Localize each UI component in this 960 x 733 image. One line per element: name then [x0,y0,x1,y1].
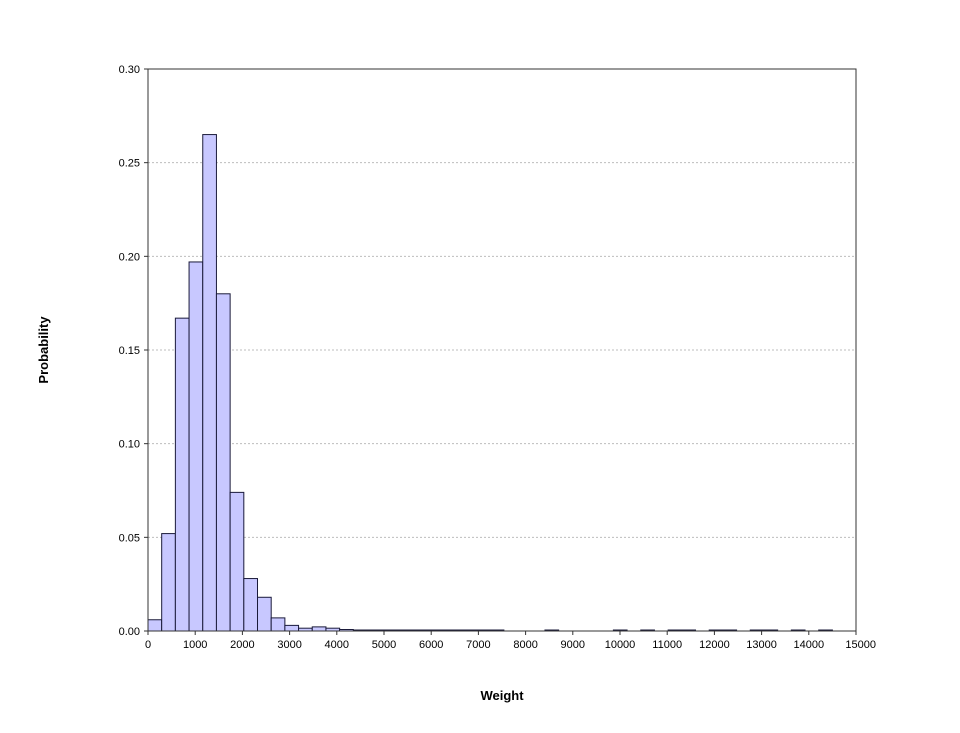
histogram-bar [188,261,204,632]
x-axis-title: Weight [480,688,524,703]
x-tick-label: 0 [145,639,151,651]
x-tick-label: 1000 [183,639,207,651]
x-tick-label: 11000 [652,639,682,651]
y-tick-label: 0.00 [119,626,140,638]
x-tick-label: 15000 [845,639,876,651]
histogram-bars [147,134,833,632]
y-tick-label: 0.15 [119,345,140,357]
y-tick-label: 0.10 [119,439,140,451]
histogram-bar [215,293,231,632]
histogram-bar [270,617,286,632]
y-tick-label: 0.05 [119,532,140,544]
y-tick-label: 0.30 [119,64,140,76]
histogram-bar [257,596,272,632]
histogram-bar [161,533,176,632]
x-tick-label: 9000 [561,639,585,651]
x-tick-label: 8000 [513,639,537,651]
y-tick-label: 0.20 [119,251,140,263]
x-axis-ticks: 0 1000 2000 3000 4000 5000 6000 7000 8000 9000 100… [145,631,876,651]
histogram-bar [243,578,259,632]
histogram-bar [174,317,190,632]
histogram-bar [311,626,327,632]
y-axis-ticks: 0.00 0.05 0.10 0.15 0.20 0.25 0.30 [119,64,148,638]
x-tick-label: 5000 [372,639,396,651]
histogram-bar [202,134,217,632]
histogram-bar [147,619,163,632]
histogram-bar [284,624,300,632]
y-axis-title: Probability [36,316,51,384]
x-tick-label: 3000 [277,639,301,651]
x-tick-label: 14000 [794,639,825,651]
x-tick-label: 7000 [466,639,490,651]
x-tick-label: 13000 [746,639,777,651]
x-tick-label: 4000 [325,639,349,651]
histogram-bar [229,491,245,632]
x-tick-label: 2000 [230,639,254,651]
x-tick-label: 6000 [419,639,443,651]
y-tick-label: 0.25 [119,158,140,170]
x-tick-label: 12000 [699,639,730,651]
x-tick-label: 10000 [605,639,636,651]
grid-lines [148,162,856,538]
